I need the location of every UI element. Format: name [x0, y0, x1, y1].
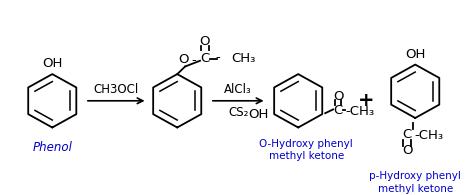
Text: -: - [216, 51, 220, 64]
Text: CH₃: CH₃ [231, 52, 255, 65]
Text: O: O [333, 90, 343, 103]
Text: AlCl₃: AlCl₃ [224, 83, 252, 96]
Text: OH: OH [405, 48, 426, 61]
Text: C: C [334, 104, 343, 117]
Text: -CH₃: -CH₃ [345, 105, 374, 118]
Text: C: C [201, 52, 210, 65]
Text: Phenol: Phenol [32, 141, 72, 154]
Text: p-Hydroxy phenyl: p-Hydroxy phenyl [369, 171, 461, 181]
Text: OH: OH [42, 57, 63, 70]
Text: CS₂: CS₂ [228, 105, 248, 119]
Text: O-Hydroxy phenyl: O-Hydroxy phenyl [259, 139, 353, 149]
Text: CH3OCl: CH3OCl [93, 83, 139, 96]
Text: O: O [402, 144, 412, 157]
Text: -CH₃: -CH₃ [414, 129, 443, 142]
Text: O: O [200, 35, 210, 48]
Text: O: O [178, 52, 189, 66]
Text: C: C [403, 128, 412, 141]
Text: methyl ketone: methyl ketone [268, 151, 344, 161]
Text: OH: OH [248, 108, 268, 121]
Text: +: + [357, 91, 374, 110]
Text: methyl ketone: methyl ketone [378, 184, 453, 194]
Text: -: - [191, 54, 196, 67]
